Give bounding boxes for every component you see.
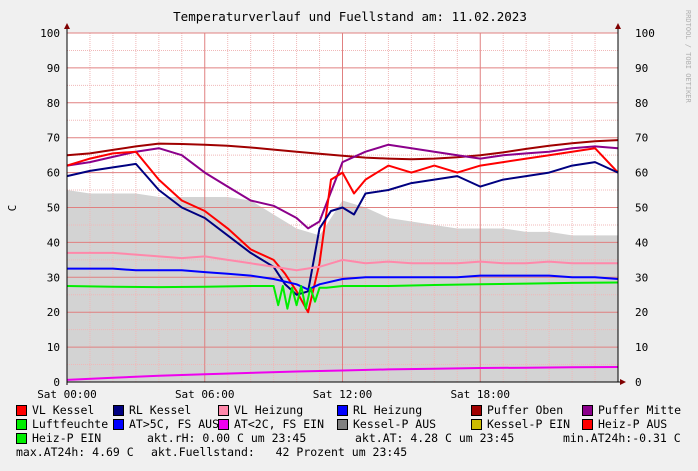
legend-item: AT<2C, FS EIN [218,417,324,431]
legend-label: Kessel-P AUS [353,417,437,431]
legend-label: RL Heizung [353,403,423,417]
y-tick-label: 90 [47,62,60,75]
legend-label: Luftfeuchte [32,417,109,431]
legend-item: Luftfeuchte [16,417,108,431]
y-tick-label-right: 30 [635,271,648,284]
legend-label: Kessel-P EIN [487,417,571,431]
y-tick-label-right: 60 [635,167,648,180]
x-tick-label: Sat 12:00 [313,388,373,401]
legend-item: Puffer Mitte [582,403,681,417]
chart: 0 0 10 10 20 20 30 30 40 40 50 50 60 60 70 70 80 80 90 90 10… [6,9,692,401]
info-min-at: min.AT24h:-0.31 C [563,431,681,445]
legend-item: RL Heizung [337,403,422,417]
legend-label: Puffer Oben [487,403,564,417]
legend-row: Heiz-P EIN [0,431,698,445]
legend-swatch [218,404,229,416]
legend-swatch [337,418,348,430]
y-tick-label-right: 100 [635,27,655,40]
y-tick-label: 0 [53,376,60,389]
info-akt-rh: akt.rH: 0.00 C um 23:45 [147,431,307,445]
legend-swatch [337,404,348,416]
legend-row: Luftfeuchte AT>5C, FS AUS AT<2C, FS EIN Kes… [0,417,698,431]
legend-label: AT>5C, FS AUS [129,417,220,431]
y-tick-label-right: 80 [635,97,648,110]
legend-item: VL Kessel [16,403,94,417]
legend-label: Puffer Mitte [598,403,682,417]
y-tick-label: 40 [47,236,60,249]
legend-label: AT<2C, FS EIN [234,417,325,431]
y-tick-label: 70 [47,132,60,145]
y-tick-label: 50 [47,202,60,215]
legend-swatch [471,404,482,416]
watermark: RRDTOOL / TOBI OETIKER [684,10,692,104]
legend-label: VL Kessel [32,403,95,417]
legend-swatch [218,418,229,430]
legend-row: VL Kessel RL Kessel VL Heizung RL Heizung Pu… [0,403,698,417]
info-akt-at: akt.AT: 4.28 C um 23:45 [355,431,515,445]
legend-swatch [582,404,593,416]
legend-swatch [113,418,124,430]
info-fuellstand: akt.Fuellstand: 42 Prozent um 23:45 [151,445,408,459]
legend-label: RL Kessel [129,403,192,417]
series-vl-heizung [67,251,618,272]
series-puffer-mitte [66,143,619,230]
y-tick-label-right: 50 [635,202,648,215]
legend-swatch [16,404,27,416]
y-tick-label-right: 10 [635,341,648,354]
legend-swatch [16,432,27,444]
y-tick-label: 100 [40,27,60,40]
y-axis-label: C [6,205,19,212]
series-vl-kessel [66,147,619,314]
y-tick-label: 60 [47,167,60,180]
legend-label: Heiz-P EIN [32,431,102,445]
legend-item: Heiz-P EIN [16,431,101,445]
series-rl-kessel [66,161,619,296]
legend-item: VL Heizung [218,403,303,417]
series-rl-heizung [67,267,619,291]
chart-title: Temperaturverlauf und Fuellstand am: 11.… [173,9,527,24]
x-tick-label: Sat 06:00 [175,388,235,401]
legend-swatch [16,418,27,430]
y-axis-arrow [64,23,70,29]
y-tick-label: 20 [47,306,60,319]
series-luftfeuchte [66,366,619,381]
y-tick-label-right: 20 [635,306,648,319]
legend-swatch [582,418,593,430]
legend-item: Heiz-P AUS [582,417,667,431]
x-tick-label: Sat 00:00 [37,388,97,401]
series-heiz-p-ein [66,281,619,310]
series-puffer-oben [66,139,619,161]
x-tick-label: Sat 18:00 [450,388,510,401]
legend-label: Heiz-P AUS [598,417,668,431]
legend-item: Kessel-P EIN [471,417,570,431]
y-tick-label-right: 40 [635,236,648,249]
y-tick-label-right: 0 [635,376,642,389]
legend-swatch [471,418,482,430]
y-tick-label: 30 [47,271,60,284]
legend-swatch [113,404,124,416]
info-max-at: max.AT24h: 4.69 C [16,445,134,459]
legend-label: VL Heizung [234,403,304,417]
y-tick-label-right: 70 [635,132,648,145]
y-tick-label: 10 [47,341,60,354]
y-tick-label-right: 90 [635,62,648,75]
legend-item: Kessel-P AUS [337,417,436,431]
y-tick-label: 80 [47,97,60,110]
x-axis-arrow [620,379,626,385]
legend-item: Puffer Oben [471,403,563,417]
legend-item: RL Kessel [113,403,191,417]
y-axis-arrow-right [615,23,621,29]
legend-item: AT>5C, FS AUS [113,417,219,431]
